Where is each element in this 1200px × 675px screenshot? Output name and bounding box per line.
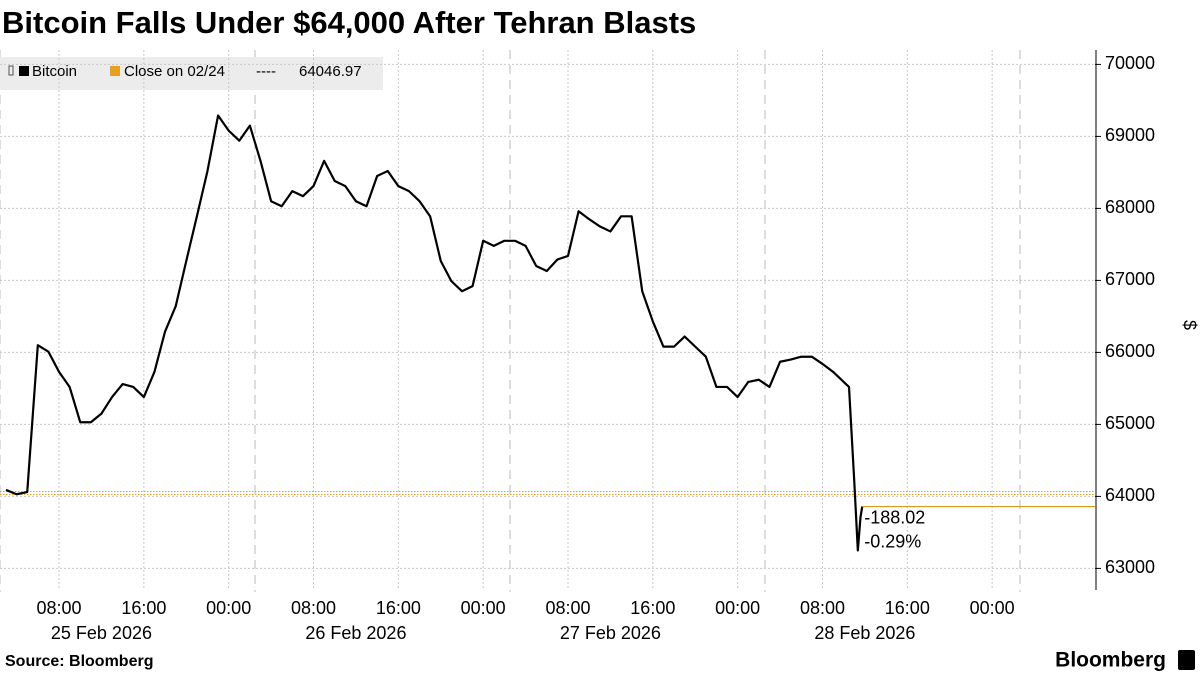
percent-label: -0.29% <box>864 531 921 551</box>
x-tick-label: 16:00 <box>630 598 675 618</box>
source: Source: Bloomberg <box>5 653 153 670</box>
x-tick-label: 00:00 <box>206 598 251 618</box>
x-tick-label: 16:00 <box>885 598 930 618</box>
x-tick-label: 00:00 <box>715 598 760 618</box>
y-tick-label: 68000 <box>1105 197 1155 217</box>
legend-separator: ---- <box>256 63 276 80</box>
legend-swatch <box>8 65 14 76</box>
legend-label: Close on 02/24 <box>124 63 225 80</box>
y-axis-label: $ <box>1179 320 1199 330</box>
change-label: -188.02 <box>864 507 925 527</box>
brand-icon <box>1178 650 1195 670</box>
y-tick-label: 65000 <box>1105 413 1155 433</box>
x-date-label: 27 Feb 2026 <box>560 623 661 643</box>
day-separators <box>0 50 1021 592</box>
y-tick-label: 69000 <box>1105 125 1155 145</box>
legend-swatch <box>19 66 29 76</box>
y-tick-label: 70000 <box>1105 53 1155 73</box>
x-tick-label: 08:00 <box>291 598 336 618</box>
y-tick-label: 64000 <box>1105 485 1155 505</box>
legend-value: 64046.97 <box>299 63 362 80</box>
x-tick-label: 08:00 <box>545 598 590 618</box>
y-tick-label: 67000 <box>1105 269 1155 289</box>
x-date-label: 26 Feb 2026 <box>305 623 406 643</box>
y-tick-label: 66000 <box>1105 341 1155 361</box>
legend-box <box>0 57 383 90</box>
x-tick-label: 08:00 <box>37 598 82 618</box>
x-tick-label: 00:00 <box>461 598 506 618</box>
y-tick-label: 63000 <box>1105 557 1155 577</box>
x-tick-label: 16:00 <box>121 598 166 618</box>
line-series <box>5 114 864 552</box>
brand: Bloomberg <box>1055 649 1166 672</box>
legend-swatch <box>110 66 120 76</box>
x-date-label: 25 Feb 2026 <box>51 623 152 643</box>
x-tick-label: 16:00 <box>376 598 421 618</box>
x-tick-label: 00:00 <box>970 598 1015 618</box>
legend-label: Bitcoin <box>32 63 77 80</box>
x-date-label: 28 Feb 2026 <box>814 623 915 643</box>
chart-title: Bitcoin Falls Under $64,000 After Tehran… <box>2 5 696 40</box>
x-tick-label: 08:00 <box>800 598 845 618</box>
